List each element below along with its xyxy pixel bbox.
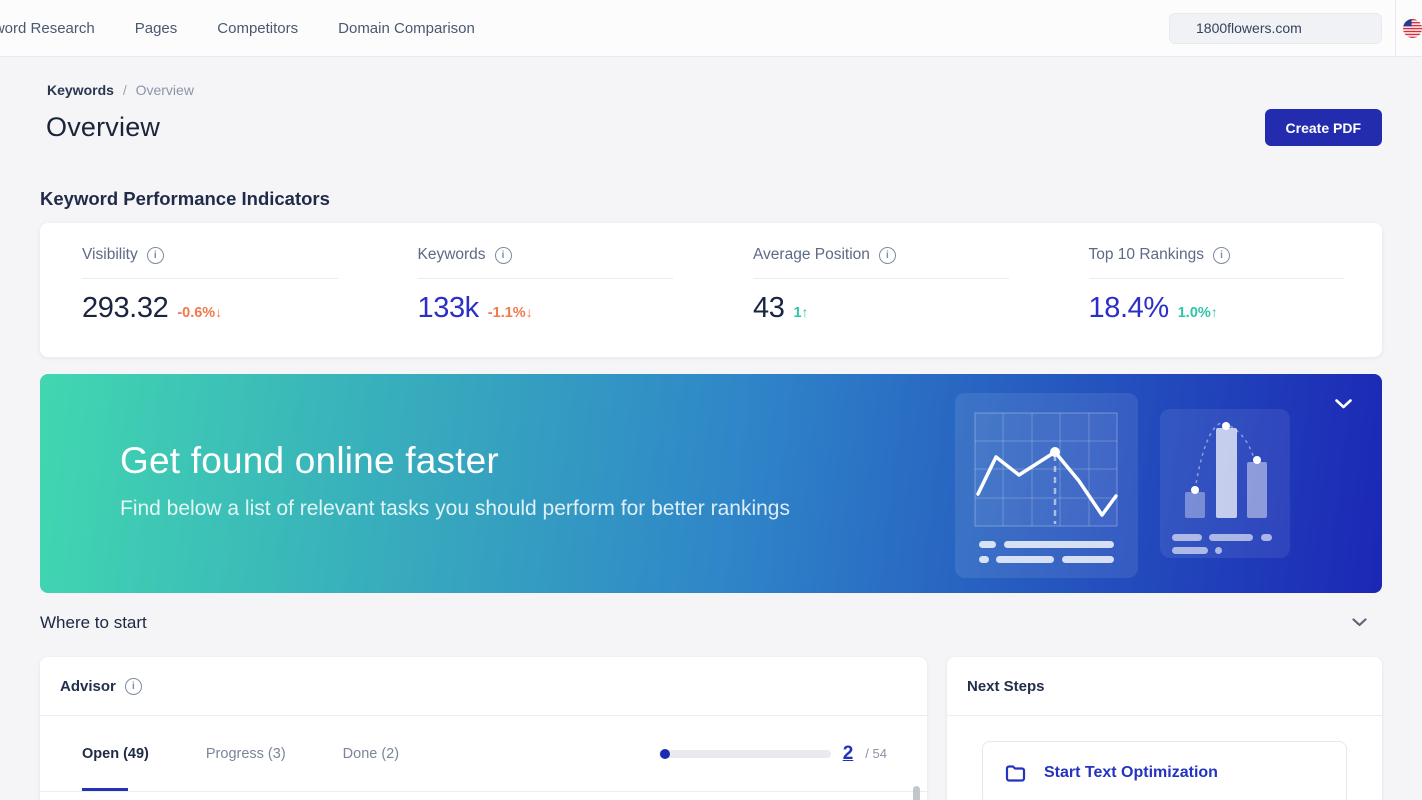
chevron-down-icon bbox=[1335, 399, 1352, 409]
advisor-header: Advisor i bbox=[40, 657, 927, 716]
divider bbox=[417, 278, 673, 279]
nav-item-keyword-research[interactable]: Keyword Research bbox=[0, 19, 95, 37]
kpi-top10-rankings-value: 18.4% bbox=[1088, 292, 1170, 324]
kpi-keywords: Keywords i 133k -1.1%↓ bbox=[376, 223, 712, 357]
advisor-card: Advisor i Open (49) Progress (3) Done (2… bbox=[40, 657, 927, 800]
banner-collapse-button[interactable] bbox=[1335, 396, 1352, 414]
breadcrumb-separator: / bbox=[122, 82, 127, 98]
divider bbox=[1088, 278, 1344, 279]
info-icon[interactable]: i bbox=[878, 246, 896, 264]
advisor-progress: 2 / 54 bbox=[658, 742, 887, 765]
domain-selector[interactable]: 1800flowers.com bbox=[1169, 12, 1382, 44]
folder-icon bbox=[1005, 764, 1026, 782]
kpi-top10-rankings: Top 10 Rankings i 18.4% 1.0%↑ bbox=[1047, 223, 1383, 357]
divider bbox=[82, 278, 338, 279]
kpi-top10-rankings-delta: 1.0%↑ bbox=[1177, 304, 1218, 321]
info-icon[interactable]: i bbox=[146, 246, 164, 264]
banner-subtitle: Find below a list of relevant tasks you … bbox=[120, 497, 790, 520]
line-chart-illustration bbox=[955, 393, 1138, 578]
kpi-card: Visibility i 293.32 -0.6%↓ Keywords i 13… bbox=[40, 223, 1382, 357]
topbar-right-group: 1800flowers.com bbox=[1169, 0, 1422, 56]
scrollbar[interactable] bbox=[913, 786, 920, 800]
divider bbox=[753, 278, 1009, 279]
next-steps-card: Next Steps Start Text Optimization bbox=[947, 657, 1382, 800]
bar-chart-illustration bbox=[1160, 409, 1290, 558]
progress-current[interactable]: 2 bbox=[842, 742, 854, 764]
chevron-down-icon bbox=[1352, 618, 1367, 627]
advisor-tabs: Open (49) Progress (3) Done (2) 2 / 54 bbox=[40, 716, 927, 792]
kpi-keywords-delta: -1.1%↓ bbox=[487, 304, 533, 321]
tab-done[interactable]: Done (2) bbox=[342, 745, 400, 762]
where-to-start-header: Where to start bbox=[40, 613, 1382, 633]
title-row: Overview Create PDF bbox=[40, 109, 1382, 146]
arrow-down-icon: ↓ bbox=[525, 304, 533, 320]
kpi-keywords-value: 133k bbox=[417, 292, 480, 324]
where-to-start-title: Where to start bbox=[40, 613, 147, 632]
kpi-visibility-delta: -0.6%↓ bbox=[177, 304, 223, 321]
arrow-down-icon: ↓ bbox=[215, 304, 223, 320]
next-step-label: Start Text Optimization bbox=[1044, 764, 1218, 781]
kpi-average-position-delta: 1↑ bbox=[793, 304, 809, 321]
us-flag-icon bbox=[1403, 18, 1422, 38]
main-nav: Keyword Research Pages Competitors Domai… bbox=[0, 20, 475, 37]
top-navigation-bar: Keyword Research Pages Competitors Domai… bbox=[0, 0, 1422, 57]
breadcrumb-current: Overview bbox=[135, 82, 194, 98]
info-icon[interactable]: i bbox=[1212, 246, 1230, 264]
where-to-start-collapse-button[interactable] bbox=[1352, 614, 1367, 632]
info-icon[interactable]: i bbox=[494, 246, 512, 264]
promo-banner: Get found online faster Find below a lis… bbox=[40, 374, 1382, 593]
topbar-divider bbox=[1395, 0, 1396, 56]
advisor-title: Advisor bbox=[60, 677, 116, 695]
info-icon[interactable]: i bbox=[124, 677, 142, 695]
arrow-up-icon: ↑ bbox=[1210, 304, 1218, 320]
next-step-item[interactable]: Start Text Optimization bbox=[982, 741, 1347, 800]
kpi-keywords-label: Keywords bbox=[417, 246, 486, 263]
banner-title: Get found online faster bbox=[120, 440, 499, 481]
nav-item-competitors[interactable]: Competitors bbox=[217, 19, 299, 37]
kpi-visibility: Visibility i 293.32 -0.6%↓ bbox=[40, 223, 376, 357]
country-selector[interactable] bbox=[1396, 0, 1422, 56]
breadcrumb: Keywords / Overview bbox=[47, 82, 1382, 98]
domain-selector-value: 1800flowers.com bbox=[1196, 20, 1302, 36]
kpi-visibility-label: Visibility bbox=[82, 246, 138, 263]
nav-item-pages[interactable]: Pages bbox=[134, 19, 178, 37]
tab-progress[interactable]: Progress (3) bbox=[205, 745, 286, 762]
kpi-average-position: Average Position i 43 1↑ bbox=[711, 223, 1047, 357]
kpi-visibility-value: 293.32 bbox=[82, 292, 169, 324]
where-to-start-section: Advisor i Open (49) Progress (3) Done (2… bbox=[40, 657, 1382, 800]
create-pdf-button[interactable]: Create PDF bbox=[1264, 109, 1382, 146]
progress-total: / 54 bbox=[865, 746, 887, 761]
banner-text: Get found online faster Find below a lis… bbox=[120, 440, 790, 521]
tab-open[interactable]: Open (49) bbox=[82, 716, 149, 791]
next-steps-header: Next Steps bbox=[947, 657, 1382, 716]
nav-item-domain-comparison[interactable]: Domain Comparison bbox=[338, 19, 475, 37]
next-steps-title: Next Steps bbox=[967, 677, 1045, 695]
progress-bar[interactable] bbox=[658, 748, 831, 759]
kpi-section-title: Keyword Performance Indicators bbox=[40, 188, 330, 209]
page-title: Overview bbox=[46, 112, 161, 142]
arrow-up-icon: ↑ bbox=[801, 304, 809, 320]
page-content: Keywords / Overview Overview Create PDF … bbox=[0, 82, 1422, 800]
progress-indicator bbox=[659, 748, 670, 759]
breadcrumb-keywords[interactable]: Keywords bbox=[47, 82, 114, 98]
kpi-average-position-value: 43 bbox=[753, 292, 785, 324]
kpi-top10-rankings-label: Top 10 Rankings bbox=[1088, 246, 1204, 263]
kpi-average-position-label: Average Position bbox=[753, 246, 870, 263]
